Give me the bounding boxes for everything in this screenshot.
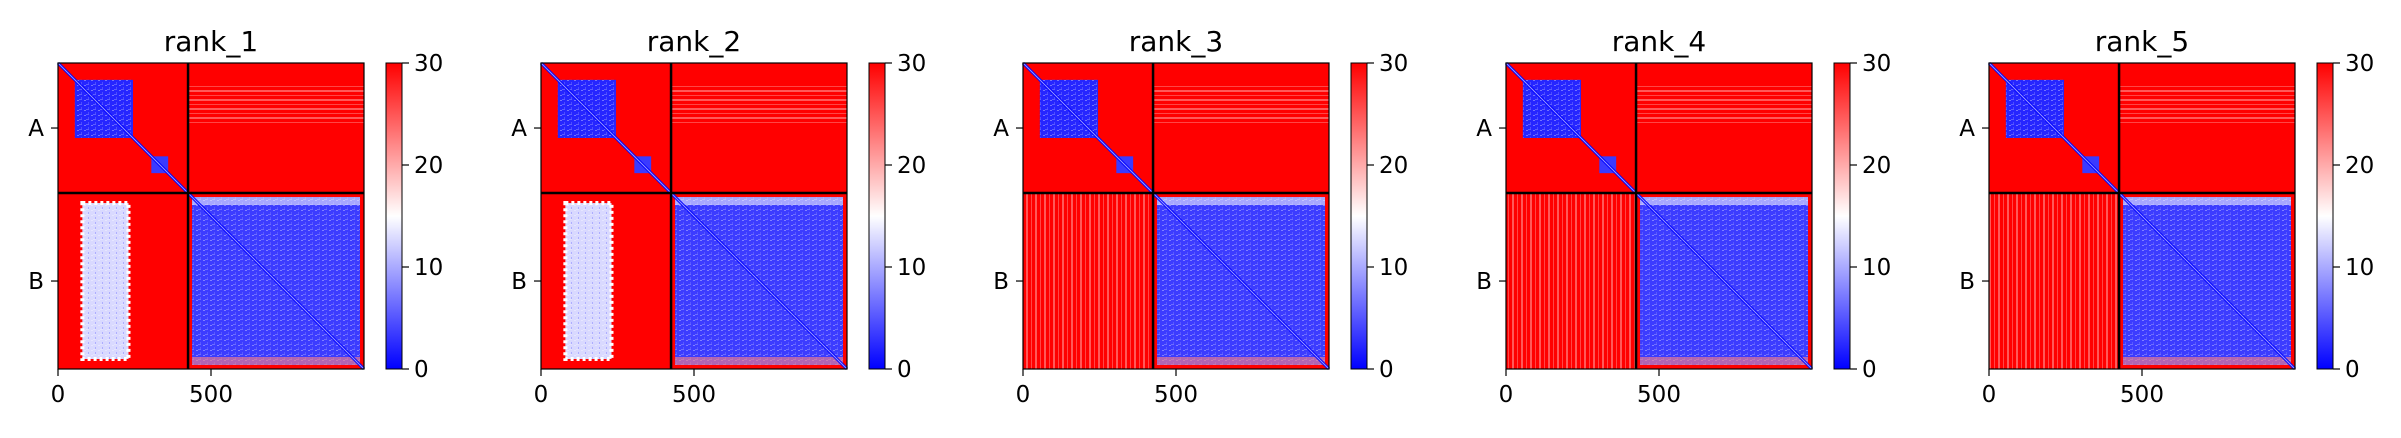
colorbar-tick-label: 10 <box>2345 255 2374 281</box>
panel-rank_5: rank_5 A B 0 500 0 10 20 30 <box>1959 25 2374 408</box>
colorbar-tick-label: 0 <box>2345 357 2360 383</box>
y-tick-label: B <box>1476 269 1492 295</box>
colorbar-tick-label: 20 <box>897 153 926 179</box>
x-tick-label: 0 <box>1499 382 1514 408</box>
colorbar-tick-label: 20 <box>2345 153 2374 179</box>
heatmap <box>1987 61 2297 371</box>
y-tick-label: B <box>1959 269 1975 295</box>
domain-block-B-edge <box>2123 357 2291 365</box>
inter-chain-band-BA <box>1506 193 1637 369</box>
diagonal-highlight <box>57 62 365 370</box>
colorbar <box>385 62 403 370</box>
diagonal-highlight <box>1505 62 1813 370</box>
domain-block-B-edge <box>192 197 360 206</box>
heatmap <box>1504 61 1814 371</box>
y-tick-label: A <box>1476 116 1492 142</box>
y-tick-label: B <box>993 269 1009 295</box>
inter-chain-band-AB <box>1636 84 1812 126</box>
x-tick-label: 500 <box>2120 382 2164 408</box>
heatmap <box>1021 61 1331 371</box>
heatmap <box>539 61 849 371</box>
y-tick-label: A <box>1959 116 1975 142</box>
colorbar-tick-label: 0 <box>414 357 429 383</box>
colorbar-tick-label: 30 <box>897 51 926 77</box>
inter-chain-band-BA-texture <box>565 203 612 359</box>
colorbar <box>2316 62 2334 370</box>
colorbar-tick-label: 20 <box>414 153 443 179</box>
inter-chain-band-AB <box>188 84 364 126</box>
x-tick-label: 500 <box>1637 382 1681 408</box>
y-tick-label: A <box>511 116 527 142</box>
x-tick-label: 500 <box>672 382 716 408</box>
domain-block-B-edge <box>192 357 360 365</box>
panel-rank_4: rank_4 A B 0 500 0 10 20 30 <box>1476 25 1891 408</box>
panel-title: rank_2 <box>647 25 741 58</box>
x-tick-label: 0 <box>534 382 549 408</box>
inter-chain-band-BA <box>1023 193 1154 369</box>
y-tick-label: B <box>511 269 527 295</box>
x-tick-label: 500 <box>189 382 233 408</box>
inter-chain-band-AB <box>1153 84 1329 126</box>
x-tick-label: 0 <box>1982 382 1997 408</box>
colorbar-tick-label: 0 <box>1379 357 1394 383</box>
colorbar-tick-label: 30 <box>414 51 443 77</box>
domain-block-B-edge <box>1157 357 1325 365</box>
colorbar-tick-label: 0 <box>897 357 912 383</box>
diagonal-highlight <box>1988 62 2296 370</box>
y-tick-label: A <box>993 116 1009 142</box>
panel-rank_1: rank_1 A B 0 500 0 10 20 30 <box>28 25 443 408</box>
inter-chain-band-BA-texture <box>82 203 129 359</box>
domain-block-B-edge <box>675 197 843 206</box>
colorbar-tick-label: 30 <box>2345 51 2374 77</box>
diagonal-highlight <box>540 62 848 370</box>
heatmap <box>56 61 366 371</box>
colorbar <box>1350 62 1368 370</box>
panel-rank_2: rank_2 A B 0 500 0 10 20 30 <box>511 25 926 408</box>
domain-block-B-edge <box>675 357 843 365</box>
x-tick-label: 0 <box>1016 382 1031 408</box>
diagonal-highlight <box>1022 62 1330 370</box>
domain-block-B-edge <box>1640 197 1808 206</box>
colorbar <box>868 62 886 370</box>
colorbar-tick-label: 10 <box>1862 255 1891 281</box>
colorbar-tick-label: 20 <box>1862 153 1891 179</box>
domain-block-B-edge <box>1640 357 1808 365</box>
panel-title: rank_1 <box>164 25 258 58</box>
x-tick-label: 500 <box>1154 382 1198 408</box>
inter-chain-band-AB <box>671 84 847 126</box>
y-tick-label: A <box>28 116 44 142</box>
colorbar-tick-label: 10 <box>897 255 926 281</box>
domain-block-B-edge <box>2123 197 2291 206</box>
panel-title: rank_3 <box>1129 25 1223 58</box>
y-tick-label: B <box>28 269 44 295</box>
colorbar-tick-label: 30 <box>1862 51 1891 77</box>
panel-rank_3: rank_3 A B 0 500 0 10 20 30 <box>993 25 1408 408</box>
colorbar-tick-label: 0 <box>1862 357 1877 383</box>
x-tick-label: 0 <box>51 382 66 408</box>
inter-chain-band-BA-border <box>80 201 131 361</box>
inter-chain-band-BA-border <box>563 201 614 361</box>
panel-title: rank_5 <box>2095 25 2189 58</box>
colorbar-tick-label: 30 <box>1379 51 1408 77</box>
inter-chain-band-BA <box>1989 193 2120 369</box>
inter-chain-band-AB <box>2119 84 2295 126</box>
domain-block-B-edge <box>1157 197 1325 206</box>
colorbar <box>1833 62 1851 370</box>
colorbar-tick-label: 20 <box>1379 153 1408 179</box>
colorbar-tick-label: 10 <box>414 255 443 281</box>
panel-title: rank_4 <box>1612 25 1706 58</box>
colorbar-tick-label: 10 <box>1379 255 1408 281</box>
